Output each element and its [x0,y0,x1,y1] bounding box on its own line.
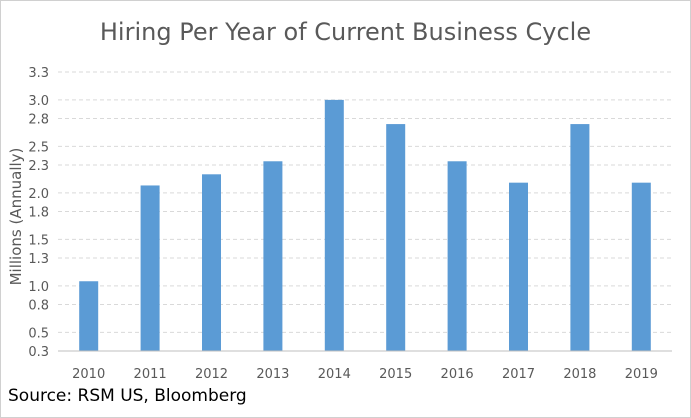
y-tick-label: 0.5 [28,326,49,341]
x-tick-label: 2010 [72,367,105,382]
x-tick-label: 2012 [195,367,228,382]
y-tick-label: 2.0 [28,187,49,202]
source-note: Source: RSM US, Bloomberg [8,386,247,406]
x-axis-ticks: 2010 2011 2012 2013 2014 2015 2016 2017 2018 2019 [72,367,658,382]
y-tick-label: 1.0 [28,280,49,295]
x-tick-label: 2014 [318,367,351,382]
y-tick-label: 2.8 [28,113,49,128]
bar-2018 [570,124,590,351]
bar-2012 [202,174,221,351]
y-tick-label: 2.3 [28,159,49,174]
y-axis-ticks: 0.3 0.5 0.8 1.0 1.3 1.5 1.8 2.0 2.3 2.5 2.8 3.0 3.3 [28,66,49,360]
bar-2014 [324,99,344,352]
x-tick-label: 2018 [563,367,596,382]
y-tick-label: 1.8 [28,206,49,221]
y-tick-label: 0.8 [28,299,49,314]
gridlines [58,71,672,333]
bar-2015 [386,124,406,351]
bar-2011 [140,185,160,351]
y-tick-label: 3.3 [28,66,49,81]
bar-2017 [509,182,528,351]
y-tick-label: 3.0 [28,94,49,109]
y-tick-label: 1.5 [28,233,49,248]
x-tick-label: 2015 [379,367,412,382]
x-tick-label: 2017 [502,367,535,382]
y-tick-label: 0.3 [28,345,49,360]
bar-2019 [631,182,651,351]
y-axis-label: Millions (Annually) [7,148,25,286]
x-tick-label: 2011 [134,367,167,382]
y-tick-label: 2.5 [28,140,49,155]
bars [79,99,651,352]
chart-title: Hiring Per Year of Current Business Cycl… [99,18,592,46]
x-tick-label: 2019 [625,367,658,382]
bar-2010 [79,281,99,351]
bar-2013 [263,161,283,351]
y-tick-label: 1.3 [28,252,49,267]
x-tick-label: 2016 [441,367,474,382]
bar-2016 [447,161,467,351]
x-tick-label: 2013 [256,367,289,382]
